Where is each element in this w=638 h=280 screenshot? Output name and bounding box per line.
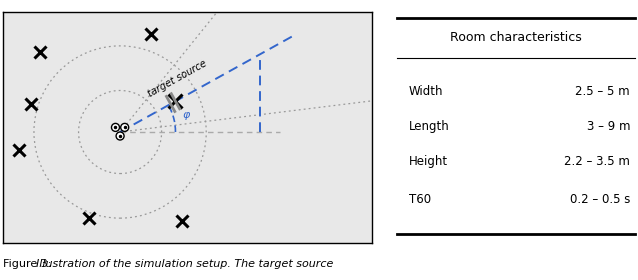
Text: 0.2 – 0.5 s: 0.2 – 0.5 s [570,193,630,206]
Text: T60: T60 [408,193,431,206]
Circle shape [116,132,124,140]
Text: Length: Length [408,120,449,133]
Text: 2.5 – 5 m: 2.5 – 5 m [575,85,630,98]
Text: Illustration of the simulation setup. The target source: Illustration of the simulation setup. Th… [36,259,334,269]
Text: Figure 3:: Figure 3: [3,259,55,269]
Circle shape [121,123,129,131]
Text: Room characteristics: Room characteristics [450,31,582,45]
Text: 2.2 – 3.5 m: 2.2 – 3.5 m [564,155,630,168]
Circle shape [112,123,119,131]
Text: Width: Width [408,85,443,98]
Text: $\varphi$: $\varphi$ [182,110,191,122]
Text: 3 – 9 m: 3 – 9 m [586,120,630,133]
Text: Height: Height [408,155,448,168]
Text: target source: target source [146,58,208,99]
